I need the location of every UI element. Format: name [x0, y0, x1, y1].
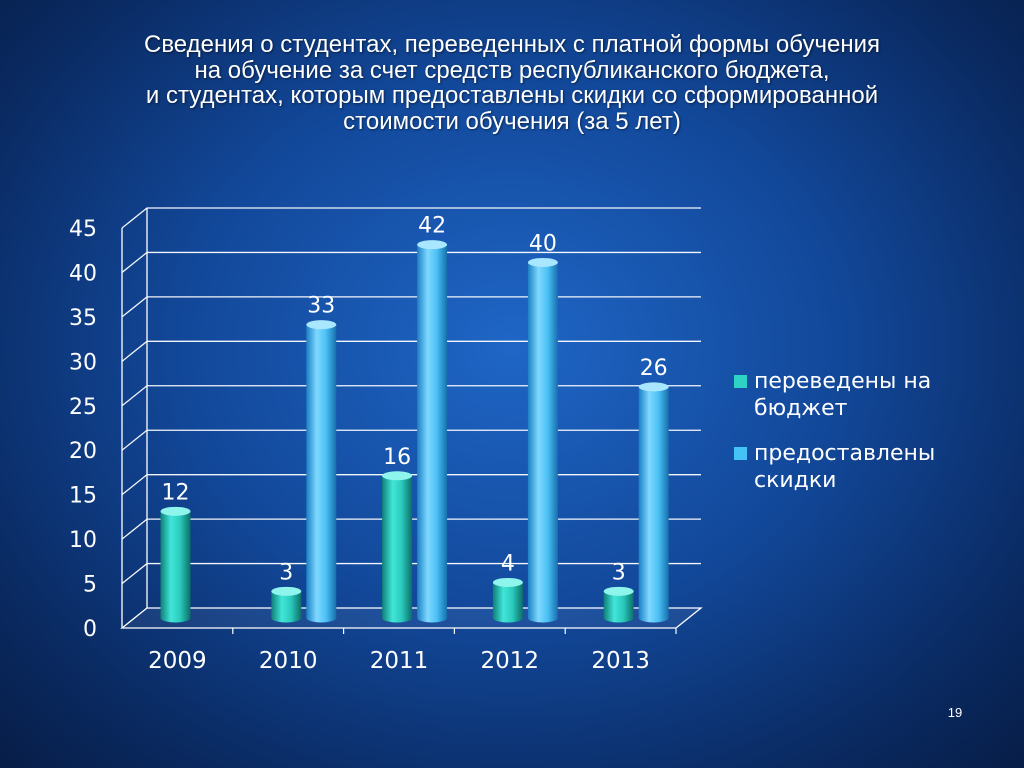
- bar-переведены-на-бюджет-2009: [160, 506, 191, 623]
- data-label: 4: [501, 551, 515, 576]
- y-tick-label: 30: [69, 350, 97, 375]
- y-tick-label: 5: [83, 573, 97, 598]
- gridline: [121, 429, 701, 451]
- gridline: [121, 207, 701, 229]
- legend-swatch-series-2: [734, 447, 747, 460]
- legend-item-series-1: переведены на бюджет: [734, 368, 994, 422]
- x-tick-label: 2010: [259, 648, 318, 674]
- bar-предоставлены-скидки-2013: [638, 382, 669, 623]
- title-line-3: и студентах, которым предоставлены скидк…: [145, 82, 879, 109]
- bar-предоставлены-скидки-2010: [306, 320, 337, 623]
- gridline: [121, 296, 701, 318]
- y-axis: 0 5 10 15 20 25 30 35 40 45: [69, 217, 97, 642]
- data-label: 16: [383, 445, 411, 470]
- bars: [160, 240, 669, 623]
- data-label: 33: [307, 294, 335, 319]
- gridline: [121, 251, 701, 273]
- x-tick-label: 2012: [481, 648, 540, 674]
- y-tick-label: 20: [69, 439, 97, 464]
- x-tick-label: 2013: [591, 648, 650, 674]
- legend-label-series-1: переведены на бюджет: [754, 369, 932, 421]
- x-axis: 2009 2010 2011 2012 2013: [148, 628, 677, 674]
- title-line-4: стоимости обучения (за 5 лет): [343, 107, 681, 135]
- x-tick-label: 2011: [370, 648, 429, 674]
- bar-переведены-на-бюджет-2010: [271, 586, 302, 623]
- page-number: 19: [947, 705, 963, 720]
- data-label: 40: [529, 231, 557, 256]
- x-tick-label: 2009: [148, 648, 207, 674]
- gridline: [121, 340, 701, 362]
- y-tick-label: 15: [69, 484, 97, 509]
- gridline: [121, 385, 701, 407]
- bar-предоставлены-скидки-2011: [417, 240, 448, 623]
- bar-переведены-на-бюджет-2012: [492, 577, 523, 623]
- y-tick-label: 25: [69, 395, 97, 420]
- data-label: 26: [640, 356, 668, 381]
- legend-item-series-2: предоставлены скидки: [734, 440, 994, 494]
- title-line-1: Сведения о студентах, переведенных с пла…: [143, 31, 880, 58]
- data-label: 12: [162, 480, 190, 505]
- legend-swatch-series-1: [734, 375, 747, 388]
- bar-переведены-на-бюджет-2011: [382, 471, 413, 623]
- legend: переведены на бюджет предоставлены скидк…: [734, 368, 994, 512]
- data-label: 42: [418, 214, 446, 239]
- y-tick-label: 10: [69, 528, 97, 553]
- data-label: 3: [612, 560, 626, 585]
- bar-переведены-на-бюджет-2013: [603, 586, 634, 623]
- slide-title: Сведения о студентах, переведенных с пла…: [40, 32, 984, 134]
- bar-предоставлены-скидки-2012: [527, 257, 558, 623]
- y-tick-label: 0: [83, 617, 97, 642]
- data-label: 3: [279, 560, 293, 585]
- legend-label-series-2: предоставлены скидки: [754, 441, 936, 493]
- y-tick-label: 35: [69, 306, 97, 331]
- y-tick-label: 45: [69, 217, 97, 242]
- title-line-2: на обучение за счет средств республиканс…: [194, 56, 830, 84]
- y-tick-label: 40: [69, 261, 97, 286]
